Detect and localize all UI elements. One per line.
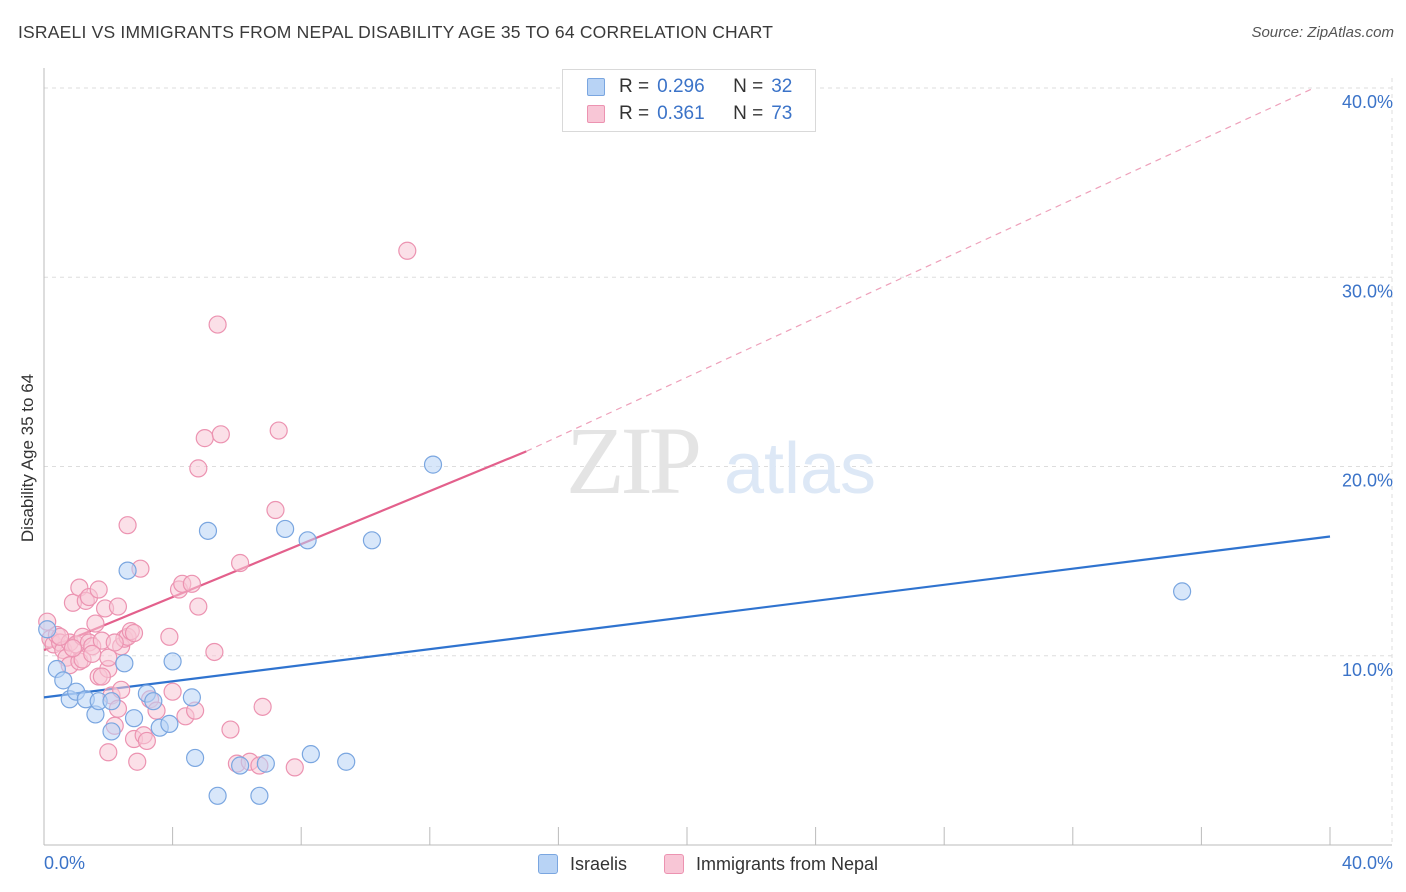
watermark-atlas: atlas bbox=[724, 429, 876, 509]
nepal-point bbox=[108, 597, 128, 616]
israelis-point bbox=[182, 688, 201, 707]
israelis-point bbox=[198, 521, 218, 540]
israelis-point bbox=[231, 756, 250, 775]
nepal-point bbox=[99, 743, 118, 762]
zipatlas-watermark: ZIP atlas bbox=[566, 407, 876, 514]
legend-label-nepal: Immigrants from Nepal bbox=[696, 853, 879, 874]
israelis-point bbox=[276, 519, 295, 539]
israelis-point bbox=[423, 455, 443, 474]
israelis-point bbox=[301, 745, 320, 764]
n-value: 32 bbox=[771, 76, 793, 97]
x-tick-label-max: 40.0% bbox=[1342, 853, 1393, 873]
legend-item-israelis: Israelis bbox=[538, 851, 627, 877]
israelis-point bbox=[144, 692, 163, 711]
nepal-point bbox=[253, 697, 272, 716]
israelis-swatch bbox=[587, 78, 605, 96]
nepal-point bbox=[92, 667, 111, 686]
n-value: 73 bbox=[771, 103, 793, 124]
stats-legend: R = 0.296 N = 32 R = 0.361 N = 73 bbox=[562, 69, 816, 132]
nepal-point bbox=[208, 315, 227, 334]
nepal-point bbox=[63, 639, 83, 658]
r-value: 0.361 bbox=[657, 103, 705, 124]
nepal-point bbox=[231, 553, 250, 573]
israelis-point bbox=[163, 652, 182, 671]
r-value: 0.296 bbox=[657, 76, 705, 97]
nepal-point bbox=[128, 752, 147, 771]
israelis-point bbox=[102, 692, 121, 711]
israelis-trend-line bbox=[43, 535, 1331, 699]
israelis-point bbox=[337, 752, 356, 771]
r-label: R = bbox=[619, 76, 650, 97]
israelis-point bbox=[250, 786, 269, 805]
nepal-point bbox=[89, 580, 108, 599]
n-label: N = bbox=[733, 103, 764, 124]
nepal-trend-line bbox=[43, 450, 527, 652]
israelis-point bbox=[208, 786, 227, 805]
nepal-swatch bbox=[587, 105, 605, 123]
y-tick-label: 30.0% bbox=[1342, 281, 1393, 301]
nepal-point bbox=[269, 421, 288, 440]
israelis-point bbox=[38, 620, 57, 639]
data-points bbox=[38, 241, 1192, 805]
israelis-point bbox=[115, 654, 134, 673]
israelis-point bbox=[186, 748, 205, 768]
chart-title: ISRAELI VS IMMIGRANTS FROM NEPAL DISABIL… bbox=[18, 22, 774, 42]
nepal-point bbox=[189, 459, 208, 478]
nepal-point bbox=[86, 614, 105, 633]
legend-item-nepal: Immigrants from Nepal bbox=[664, 851, 878, 877]
r-label: R = bbox=[619, 103, 650, 124]
nepal-point bbox=[189, 597, 208, 616]
trend-lines bbox=[43, 87, 1331, 699]
nepal-trend-extension bbox=[525, 87, 1315, 452]
nepal-legend-swatch bbox=[664, 854, 684, 874]
nepal-point bbox=[205, 642, 224, 662]
y-axis-label: Disability Age 35 to 64 bbox=[18, 373, 37, 543]
nepal-point bbox=[124, 623, 144, 643]
tick-labels: 10.0% 20.0% 30.0% 40.0% 0.0% 40.0% bbox=[44, 92, 1393, 873]
israelis-point bbox=[362, 531, 382, 550]
israelis-point bbox=[298, 531, 317, 550]
stats-legend-row-nepal: R = 0.361 N = 73 bbox=[587, 102, 792, 126]
israelis-point bbox=[54, 671, 73, 690]
y-tick-label: 10.0% bbox=[1342, 660, 1393, 680]
nepal-point bbox=[160, 627, 179, 646]
watermark-zip: ZIP bbox=[566, 407, 699, 514]
nepal-point bbox=[266, 500, 285, 520]
nepal-point bbox=[83, 644, 102, 663]
nepal-point bbox=[137, 731, 156, 751]
source-label: Source: ZipAtlas.com bbox=[1251, 24, 1394, 41]
x-tick-label-min: 0.0% bbox=[44, 853, 85, 873]
israelis-point bbox=[1173, 582, 1192, 601]
israelis-point bbox=[124, 709, 144, 728]
nepal-point bbox=[118, 516, 137, 535]
stats-legend-row-israelis: R = 0.296 N = 32 bbox=[587, 75, 792, 99]
nepal-point bbox=[195, 429, 214, 448]
nepal-point bbox=[182, 574, 201, 593]
nepal-point bbox=[163, 682, 182, 701]
y-tick-label: 40.0% bbox=[1342, 92, 1393, 112]
nepal-point bbox=[211, 425, 230, 444]
n-label: N = bbox=[733, 76, 764, 97]
legend-label-israelis: Israelis bbox=[570, 853, 628, 874]
axes bbox=[43, 68, 1392, 846]
israelis-point bbox=[256, 754, 275, 773]
nepal-point bbox=[221, 720, 240, 739]
nepal-point bbox=[398, 241, 417, 260]
israelis-point bbox=[102, 722, 121, 741]
israelis-point bbox=[160, 714, 179, 733]
nepal-point bbox=[105, 633, 124, 652]
nepal-point bbox=[285, 758, 304, 777]
grid-lines bbox=[44, 78, 1393, 845]
y-tick-label: 20.0% bbox=[1342, 471, 1393, 491]
israelis-point bbox=[118, 561, 137, 580]
israelis-legend-swatch bbox=[538, 854, 558, 874]
